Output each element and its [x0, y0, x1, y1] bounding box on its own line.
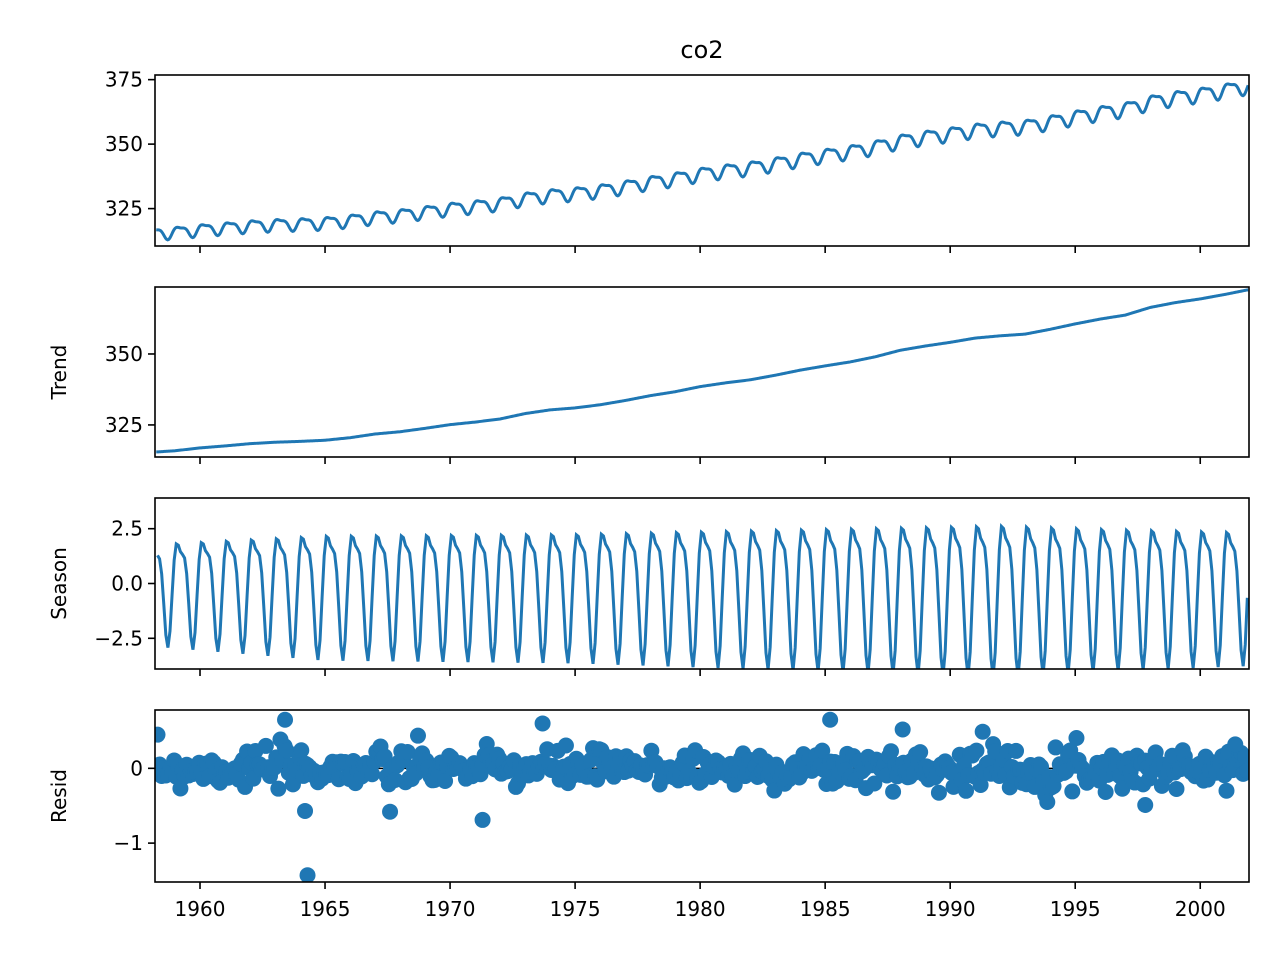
plot-area: [156, 523, 1249, 669]
resid-point: [1137, 796, 1154, 813]
resid-point: [912, 744, 929, 761]
trend-panel: 325 350 Trend: [47, 286, 1250, 464]
y-axis-label: Resid: [47, 769, 71, 823]
y-tick-label: 2.5: [111, 517, 143, 541]
resid-point: [293, 742, 310, 759]
plot-area: [156, 288, 1249, 454]
resid-point: [974, 723, 991, 740]
x-tick-label: 1960: [175, 897, 226, 921]
resid-point: [364, 766, 381, 783]
resid-panel: −1 0 1960 1965 1970 1975 1980 1985 1990 1995 2000 R…: [47, 709, 1250, 921]
resid-point: [885, 783, 902, 800]
resid-point: [1008, 742, 1025, 759]
axes-frame: [154, 286, 1250, 458]
resid-point: [866, 775, 883, 792]
x-tick-label: 1995: [1050, 897, 1101, 921]
resid-point: [894, 721, 911, 738]
y-axis-label: Trend: [47, 345, 71, 401]
x-tick-label: 1990: [925, 897, 976, 921]
y-tick-label: 325: [105, 413, 143, 437]
x-tick-label: 2000: [1175, 897, 1226, 921]
y-tick-label: 350: [105, 342, 143, 366]
resid-point: [958, 782, 975, 799]
co2-observed-line: [156, 82, 1249, 242]
resid-point: [277, 711, 294, 728]
resid-point: [814, 742, 831, 759]
resid-point: [930, 784, 947, 801]
axes-frame: [154, 709, 1250, 883]
resid-point: [1218, 782, 1235, 799]
trend-line: [156, 288, 1249, 454]
resid-point: [278, 742, 295, 759]
resid-point: [557, 737, 574, 754]
resid-point: [474, 811, 491, 828]
y-tick-label: −1: [114, 831, 143, 855]
resid-point: [1097, 784, 1114, 801]
y-tick-label: 375: [105, 68, 143, 92]
axes-frame: [154, 74, 1250, 247]
plot-area: [156, 82, 1249, 242]
resid-point: [1068, 729, 1085, 746]
resid-point: [968, 742, 985, 759]
resid-point: [299, 867, 316, 882]
y-tick-label: −2.5: [94, 626, 143, 650]
season-line: [156, 523, 1249, 669]
x-tick-label: 1970: [425, 897, 476, 921]
resid-point: [1047, 739, 1064, 756]
resid-point: [1227, 736, 1244, 753]
y-tick-label: 325: [105, 197, 143, 221]
resid-point: [1039, 793, 1056, 810]
resid-point: [1239, 762, 1249, 779]
resid-point: [822, 711, 839, 728]
y-axis-label: Season: [47, 547, 71, 620]
resid-point: [1168, 780, 1185, 797]
resid-point: [972, 777, 989, 793]
y-tick-label: 350: [105, 132, 143, 156]
resid-point: [297, 802, 314, 819]
resid-point: [409, 727, 426, 744]
y-tick-label: 0.0: [111, 572, 143, 596]
x-tick-label: 1965: [300, 897, 351, 921]
resid-point: [883, 743, 899, 760]
chart-title: co2: [680, 36, 723, 64]
resid-point: [1064, 783, 1081, 800]
resid-point: [399, 743, 416, 760]
x-tick-label: 1985: [800, 897, 851, 921]
observed-panel: 325 350 375 co2: [105, 36, 1250, 253]
resid-point: [257, 737, 274, 754]
resid-point: [437, 772, 454, 789]
resid-point: [534, 715, 551, 732]
resid-point: [155, 726, 166, 743]
resid-point: [270, 780, 287, 797]
resid-point: [1237, 748, 1249, 765]
season-panel: −2.5 0.0 2.5 Season: [47, 497, 1250, 676]
resid-point: [382, 803, 399, 820]
x-tick-label: 1980: [675, 897, 726, 921]
plot-area: [155, 711, 1249, 882]
y-tick-label: 0: [130, 756, 143, 780]
x-tick-label: 1975: [550, 897, 601, 921]
